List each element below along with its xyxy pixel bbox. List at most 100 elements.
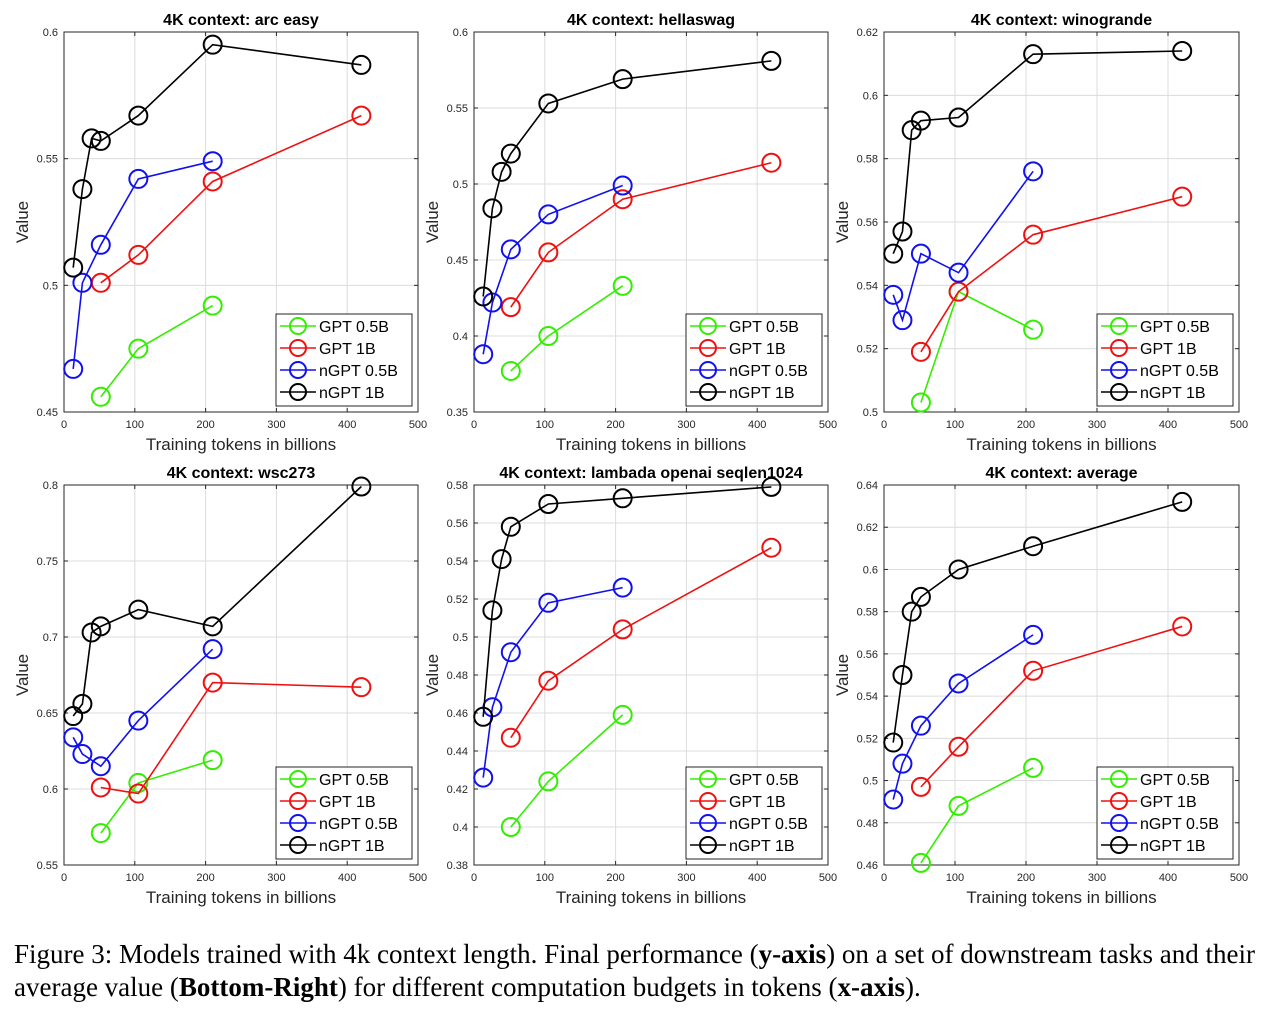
data-point-ngpt-1b bbox=[892, 221, 913, 242]
data-point-gpt-1b bbox=[1023, 224, 1044, 245]
legend-marker bbox=[289, 361, 307, 379]
y-tick-label: 0.5 bbox=[453, 179, 468, 191]
series-line-gpt-1b bbox=[100, 681, 362, 795]
data-point-ngpt-1b bbox=[1023, 536, 1044, 557]
axes-box bbox=[63, 31, 419, 413]
legend-entry: GPT 0.5B bbox=[729, 772, 799, 789]
legend-entry: GPT 0.5B bbox=[729, 319, 799, 336]
data-point-gpt-0-5b bbox=[128, 772, 149, 793]
series-line-ngpt-1b bbox=[482, 60, 772, 297]
series-line-gpt-1b bbox=[920, 625, 1183, 788]
legend-marker bbox=[699, 792, 717, 810]
data-point-gpt-1b bbox=[761, 152, 782, 173]
y-axis-label: Value bbox=[833, 201, 852, 243]
x-tick-label: 100 bbox=[536, 872, 554, 884]
legend-entry: GPT 1B bbox=[1140, 341, 1197, 358]
x-tick-label: 100 bbox=[946, 872, 964, 884]
data-point-ngpt-1b bbox=[901, 601, 922, 622]
x-tick-label: 200 bbox=[196, 872, 214, 884]
series-line-ngpt-0-5b bbox=[482, 184, 623, 355]
x-tick-label: 200 bbox=[1017, 872, 1035, 884]
legend-marker bbox=[1110, 339, 1128, 357]
y-tick-label: 0.38 bbox=[447, 860, 468, 872]
data-point-ngpt-0-5b bbox=[128, 710, 149, 731]
x-tick-label: 300 bbox=[677, 419, 695, 431]
legend-marker bbox=[1110, 814, 1128, 832]
data-point-ngpt-0-5b bbox=[63, 358, 84, 379]
y-tick-label: 0.5 bbox=[43, 280, 58, 292]
series-line-gpt-1b bbox=[510, 546, 772, 739]
y-tick-label: 0.52 bbox=[857, 733, 878, 745]
x-tick-label: 400 bbox=[748, 872, 766, 884]
data-point-ngpt-0-5b bbox=[63, 727, 84, 748]
data-point-ngpt-1b bbox=[473, 706, 494, 727]
data-point-ngpt-1b bbox=[538, 93, 559, 114]
axes-box bbox=[63, 484, 419, 866]
legend-entry: GPT 1B bbox=[729, 341, 786, 358]
data-point-gpt-0-5b bbox=[948, 795, 969, 816]
x-tick-label: 200 bbox=[606, 872, 624, 884]
data-point-gpt-0-5b bbox=[910, 852, 931, 873]
data-point-ngpt-1b bbox=[473, 286, 494, 307]
legend-entry: GPT 0.5B bbox=[1140, 319, 1210, 336]
data-point-gpt-1b bbox=[538, 242, 559, 263]
caption-end: ). bbox=[905, 972, 921, 1002]
legend-entry: GPT 0.5B bbox=[319, 772, 389, 789]
legend-marker bbox=[699, 339, 717, 357]
y-tick-label: 0.46 bbox=[447, 708, 468, 720]
y-axis-label: Value bbox=[423, 201, 442, 243]
x-tick-label: 400 bbox=[338, 419, 356, 431]
y-tick-label: 0.54 bbox=[857, 280, 878, 292]
series-line-gpt-1b bbox=[920, 195, 1183, 353]
y-axis-label: Value bbox=[423, 654, 442, 696]
data-point-gpt-1b bbox=[761, 537, 782, 558]
y-tick-label: 0.8 bbox=[43, 480, 58, 492]
y-tick-label: 0.55 bbox=[447, 103, 468, 115]
x-tick-label: 500 bbox=[409, 419, 427, 431]
data-point-ngpt-1b bbox=[72, 693, 93, 714]
x-tick-label: 200 bbox=[1017, 419, 1035, 431]
x-tick-label: 300 bbox=[267, 872, 285, 884]
data-point-ngpt-1b bbox=[81, 128, 102, 149]
data-point-ngpt-1b bbox=[612, 69, 633, 90]
legend-box bbox=[275, 766, 413, 860]
data-point-ngpt-1b bbox=[892, 665, 913, 685]
data-point-ngpt-1b bbox=[128, 105, 149, 126]
legend-marker bbox=[289, 317, 307, 335]
legend-entry: nGPT 1B bbox=[1140, 385, 1206, 402]
legend-marker bbox=[289, 339, 307, 357]
y-tick-label: 0.6 bbox=[43, 784, 58, 796]
series-line-ngpt-1b bbox=[892, 50, 1183, 254]
legend-marker bbox=[699, 361, 717, 379]
data-point-gpt-0-5b bbox=[538, 326, 559, 346]
data-point-ngpt-0-5b bbox=[202, 151, 223, 172]
legend-entry: GPT 1B bbox=[729, 794, 786, 811]
legend-entry: nGPT 0.5B bbox=[1140, 816, 1219, 833]
y-tick-label: 0.75 bbox=[37, 556, 58, 568]
y-tick-label: 0.56 bbox=[447, 518, 468, 530]
data-point-ngpt-1b bbox=[1172, 491, 1193, 512]
x-tick-label: 400 bbox=[1159, 419, 1177, 431]
y-tick-label: 0.7 bbox=[43, 632, 58, 644]
series-line-ngpt-0-5b bbox=[72, 648, 214, 768]
data-point-ngpt-0-5b bbox=[883, 284, 904, 305]
legend-marker bbox=[1110, 361, 1128, 379]
y-tick-label: 0.55 bbox=[37, 860, 58, 872]
y-tick-label: 0.6 bbox=[863, 90, 878, 102]
legend-entry: nGPT 1B bbox=[319, 385, 385, 402]
x-tick-label: 300 bbox=[1088, 872, 1106, 884]
data-point-gpt-1b bbox=[910, 341, 931, 362]
series-line-gpt-0-5b bbox=[100, 304, 214, 398]
x-axis-label: Training tokens in billions bbox=[146, 888, 336, 907]
y-tick-label: 0.54 bbox=[447, 556, 468, 568]
y-tick-label: 0.6 bbox=[43, 27, 58, 39]
x-axis-label: Training tokens in billions bbox=[556, 888, 746, 907]
y-axis-label: Value bbox=[833, 654, 852, 696]
y-tick-label: 0.35 bbox=[447, 407, 468, 419]
x-tick-label: 300 bbox=[1088, 419, 1106, 431]
legend-entry: nGPT 0.5B bbox=[319, 816, 398, 833]
y-tick-label: 0.56 bbox=[857, 217, 878, 229]
x-tick-label: 0 bbox=[61, 419, 67, 431]
legend-entry: GPT 1B bbox=[319, 794, 376, 811]
y-tick-label: 0.48 bbox=[447, 670, 468, 682]
